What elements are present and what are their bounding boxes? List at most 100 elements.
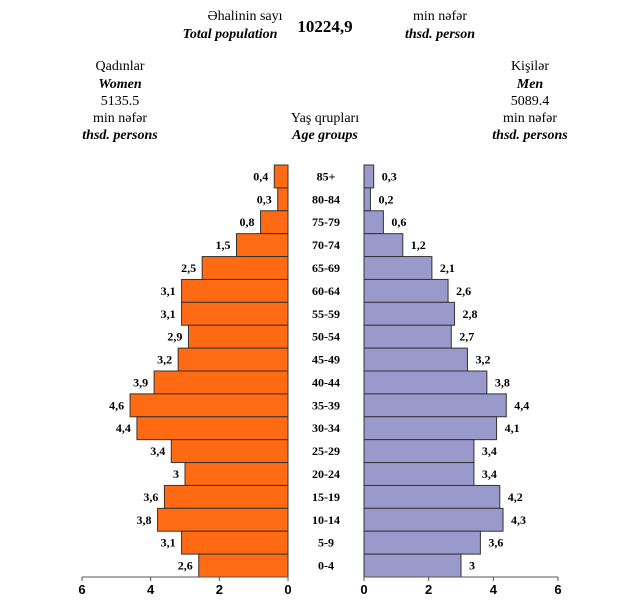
- men-value-label: 0,3: [382, 169, 397, 183]
- women-total: 5135.5: [100, 94, 140, 109]
- men-value-label: 1,2: [411, 238, 426, 252]
- women-value-label: 2,5: [181, 261, 196, 275]
- age-group-label: 5-9: [318, 536, 334, 550]
- total-unit-en: thsd. person: [404, 27, 476, 42]
- men-bar: [363, 484, 501, 509]
- women-bar: [163, 484, 289, 509]
- women-bar: [177, 347, 289, 372]
- women-value-label: 3,9: [133, 375, 148, 389]
- women-bar: [136, 416, 289, 441]
- women-bar: [181, 278, 289, 303]
- men-bar: [363, 347, 468, 372]
- women-bar: [170, 439, 289, 464]
- women-value-label: 3,8: [137, 513, 152, 527]
- age-group-label: 15-19: [312, 490, 340, 504]
- men-bar: [363, 370, 488, 395]
- men-value-label: 4,4: [514, 398, 529, 412]
- age-group-label: 30-34: [312, 421, 340, 435]
- age-group-label: 75-79: [312, 215, 340, 229]
- women-x-tick-label: 0: [284, 582, 291, 597]
- age-group-label: 85+: [317, 169, 336, 183]
- men-bar: [363, 462, 475, 486]
- age-group-label: 0-4: [318, 559, 334, 573]
- men-bar: [363, 507, 504, 532]
- men-value-label: 2,7: [459, 330, 474, 344]
- women-value-label: 3,1: [161, 307, 176, 321]
- men-bar: [363, 164, 375, 189]
- women-value-label: 4,4: [116, 421, 131, 435]
- men-label-en: Men: [516, 77, 544, 92]
- women-x-tick-label: 4: [147, 582, 155, 597]
- age-group-label: 60-64: [312, 284, 340, 298]
- men-value-label: 3,4: [482, 444, 497, 458]
- women-value-label: 3,6: [143, 490, 158, 504]
- women-bar: [273, 164, 289, 189]
- women-bar: [201, 256, 289, 280]
- men-value-label: 2,6: [456, 284, 471, 298]
- men-bar: [363, 393, 507, 418]
- men-value-label: 4,3: [511, 513, 526, 527]
- age-groups-label-az: Yaş qrupları: [290, 111, 360, 126]
- women-x-tick-label: 6: [78, 582, 85, 597]
- age-group-label: 20-24: [312, 467, 340, 481]
- women-bar: [236, 233, 289, 258]
- women-value-label: 0,8: [240, 215, 255, 229]
- women-bar: [260, 210, 289, 235]
- men-value-label: 3,6: [488, 536, 503, 550]
- women-value-label: 3,1: [161, 284, 176, 298]
- age-group-label: 45-49: [312, 353, 340, 367]
- total-label-az: Əhalinin sayı: [207, 9, 283, 24]
- men-bar: [363, 233, 404, 258]
- men-bar: [363, 553, 462, 578]
- men-bar: [363, 210, 384, 235]
- age-group-label: 65-69: [312, 261, 340, 275]
- men-value-label: 2,8: [463, 307, 478, 321]
- women-bar: [153, 370, 289, 395]
- total-unit-az: min nəfər: [412, 9, 468, 24]
- age-group-label: 70-74: [312, 238, 340, 252]
- total-label-en: Total population: [182, 27, 278, 42]
- men-x-tick-label: 4: [490, 582, 498, 597]
- women-value-label: 3: [173, 467, 179, 481]
- women-unit-en: thsd. persons: [82, 128, 158, 143]
- men-value-label: 0,6: [391, 215, 406, 229]
- women-bar: [157, 507, 289, 532]
- men-value-label: 3,8: [495, 375, 510, 389]
- men-value-label: 0,2: [378, 192, 393, 206]
- men-bar: [363, 416, 498, 441]
- men-bar: [363, 187, 371, 212]
- men-label-az: Kişilər: [510, 59, 550, 74]
- men-bar: [363, 439, 475, 464]
- women-label-az: Qadınlar: [95, 59, 145, 74]
- age-group-label: 35-39: [312, 398, 340, 412]
- age-group-label: 10-14: [312, 513, 340, 527]
- women-bar: [181, 530, 289, 555]
- age-group-label: 55-59: [312, 307, 340, 321]
- women-value-label: 4,6: [109, 398, 124, 412]
- men-value-label: 4,2: [508, 490, 523, 504]
- men-value-label: 2,1: [440, 261, 455, 275]
- women-x-tick-label: 2: [216, 582, 223, 597]
- men-x-tick-label: 6: [554, 582, 561, 597]
- total-value: 10224,9: [297, 17, 353, 36]
- women-value-label: 3,2: [157, 353, 172, 367]
- women-value-label: 0,4: [253, 169, 268, 183]
- men-x-tick-label: 0: [360, 582, 367, 597]
- men-bar: [363, 256, 433, 280]
- women-bar: [277, 187, 289, 212]
- women-bar: [129, 393, 289, 418]
- men-bar: [363, 324, 452, 349]
- women-bar: [184, 462, 289, 486]
- age-group-label: 80-84: [312, 192, 340, 206]
- men-bar: [363, 301, 456, 326]
- men-value-label: 3: [469, 559, 475, 573]
- women-value-label: 2,9: [167, 330, 182, 344]
- age-group-label: 25-29: [312, 444, 340, 458]
- women-value-label: 3,4: [150, 444, 165, 458]
- men-bar: [363, 278, 449, 303]
- men-value-label: 3,2: [475, 353, 490, 367]
- women-value-label: 2,6: [178, 559, 193, 573]
- men-value-label: 4,1: [505, 421, 520, 435]
- men-total: 5089.4: [510, 94, 550, 109]
